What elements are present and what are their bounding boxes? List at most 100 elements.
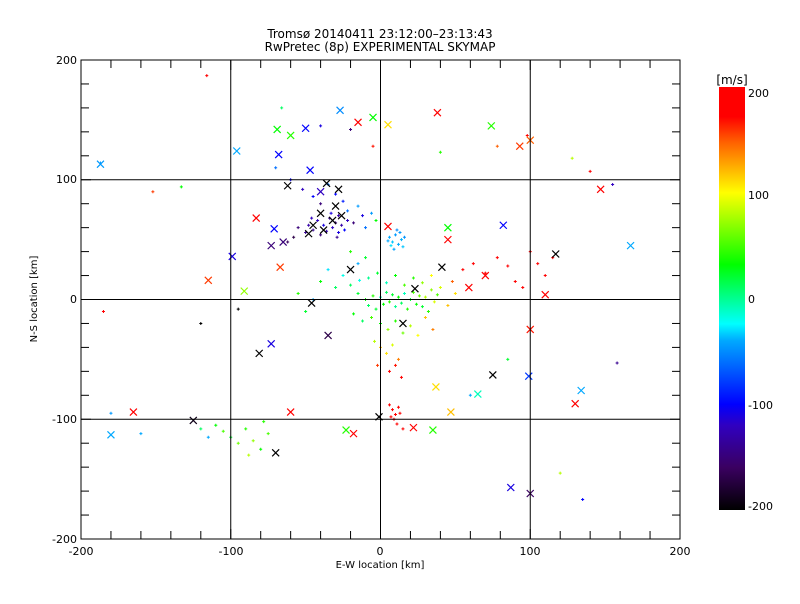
chart-subtitle: RwPretec (8p) EXPERIMENTAL SKYMAP	[265, 40, 496, 54]
cross-marker	[499, 221, 508, 230]
cross-stroke	[286, 131, 295, 140]
cross-stroke	[286, 408, 295, 416]
plus-marker	[387, 300, 391, 304]
cross-marker	[189, 416, 198, 425]
plus-marker	[337, 214, 341, 218]
cross-marker	[279, 238, 288, 246]
cross-marker	[596, 185, 605, 194]
cross-marker	[273, 125, 282, 134]
plus-marker	[319, 280, 323, 284]
plus-marker	[322, 223, 326, 227]
plus-marker	[453, 292, 457, 296]
y-tick-label: 0	[70, 293, 77, 306]
cross-marker	[515, 142, 524, 151]
plus-marker	[349, 127, 353, 131]
cross-stroke	[411, 284, 419, 293]
plus-marker	[371, 294, 375, 298]
cross-marker	[354, 118, 362, 127]
plus-marker	[266, 432, 270, 436]
cross-stroke	[506, 483, 515, 492]
plus-marker	[401, 427, 405, 431]
plus-marker	[236, 441, 240, 445]
x-tick-label: -100	[219, 545, 244, 558]
plus-marker	[101, 309, 105, 313]
cross-stroke	[316, 209, 325, 218]
plus-marker	[401, 331, 405, 335]
cross-stroke	[271, 448, 280, 457]
plus-marker	[393, 274, 397, 278]
chart-title: Tromsø 20140411 23:12:00–23:13:43	[266, 27, 492, 41]
cross-stroke	[596, 185, 605, 194]
cross-marker	[481, 271, 490, 280]
cross-stroke	[255, 349, 264, 358]
plus-marker	[259, 447, 263, 451]
plus-marker	[429, 274, 433, 278]
plus-marker	[401, 245, 405, 249]
plus-marker	[420, 281, 424, 285]
cross-stroke	[541, 290, 550, 299]
colorbar-label: [m/s]	[716, 73, 747, 87]
cross-stroke	[129, 408, 138, 416]
cross-marker	[129, 408, 138, 416]
cross-marker	[384, 120, 392, 129]
plus-marker	[386, 239, 390, 243]
cross-marker	[316, 187, 325, 196]
plus-marker	[471, 262, 475, 266]
plus-marker	[329, 211, 333, 215]
cross-stroke	[337, 211, 346, 220]
plus-marker	[411, 290, 415, 294]
cross-stroke	[301, 124, 310, 133]
plus-marker	[426, 309, 430, 313]
plus-marker	[373, 339, 377, 343]
plus-marker	[311, 228, 315, 232]
plus-marker	[349, 250, 353, 254]
cross-marker	[626, 241, 635, 250]
cross-stroke	[267, 339, 276, 348]
cross-stroke	[409, 423, 418, 432]
gridlines	[81, 60, 680, 539]
cross-stroke	[488, 371, 497, 379]
plus-marker	[384, 351, 388, 355]
cross-marker	[473, 390, 482, 399]
plus-marker	[384, 290, 388, 294]
cross-stroke	[481, 271, 490, 280]
cross-stroke	[551, 250, 560, 258]
cross-stroke	[267, 241, 276, 250]
cross-stroke	[384, 120, 392, 129]
cross-marker	[107, 430, 115, 439]
cross-marker	[577, 386, 586, 395]
data-points	[96, 74, 635, 501]
plus-marker	[139, 432, 143, 436]
plus-marker	[301, 187, 305, 191]
cross-marker	[232, 147, 241, 155]
plus-marker	[399, 375, 403, 379]
cross-marker	[324, 331, 333, 340]
plus-marker	[390, 293, 394, 297]
cross-marker	[274, 150, 283, 159]
plus-marker	[411, 276, 415, 280]
plus-marker	[398, 411, 402, 415]
y-axis-label: N-S location [km]	[29, 256, 40, 343]
cross-marker	[399, 319, 407, 328]
colorbar-tick-label: 100	[748, 189, 769, 202]
cross-marker	[228, 252, 237, 261]
plus-marker	[611, 183, 615, 187]
cross-stroke	[319, 226, 328, 234]
cross-marker	[551, 250, 560, 258]
plus-marker	[109, 411, 113, 415]
plus-marker	[543, 274, 547, 278]
cross-marker	[336, 106, 344, 115]
plus-marker	[513, 280, 517, 284]
cross-stroke	[309, 221, 318, 230]
plus-marker	[414, 302, 418, 306]
plus-marker	[340, 223, 344, 227]
cross-stroke	[316, 187, 325, 196]
plus-marker	[390, 240, 394, 244]
cross-stroke	[342, 426, 350, 434]
cross-stroke	[571, 399, 580, 408]
colorbar-tick-label: 0	[748, 293, 755, 306]
plus-marker	[393, 319, 397, 323]
plus-marker	[393, 233, 397, 237]
cross-marker	[267, 339, 276, 348]
